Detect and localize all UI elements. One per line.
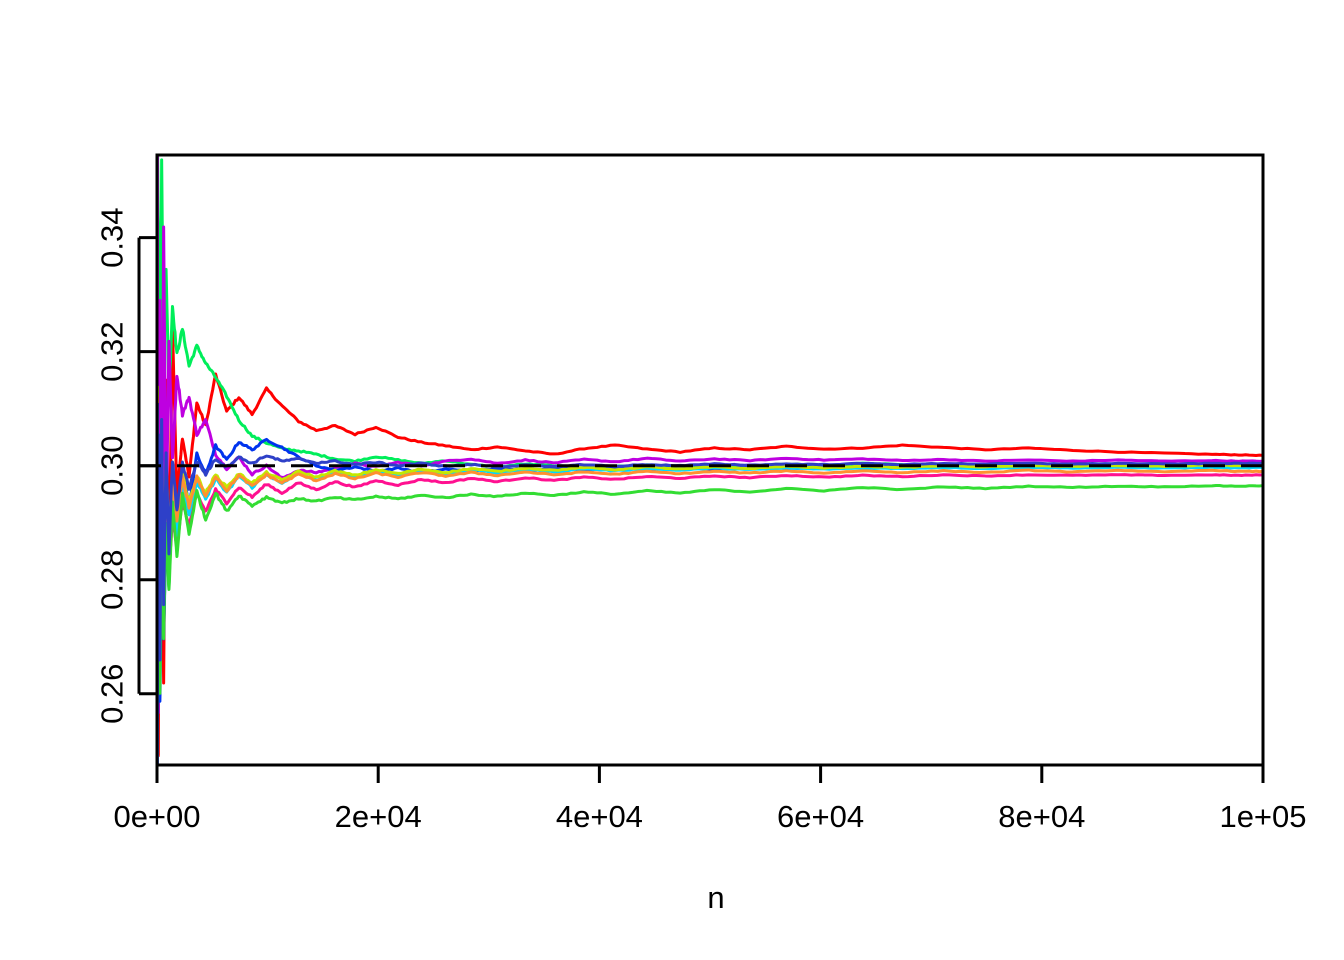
y-tick-label-2: 0.30 [95,436,130,496]
y-tick-label-3: 0.32 [95,322,130,382]
x-tick-label-5: 1e+05 [1219,799,1306,834]
x-axis-title: n [707,880,724,915]
x-tick-label-3: 6e+04 [777,799,864,834]
x-tick-label-0: 0e+00 [113,799,200,834]
y-tick-label-0: 0.26 [94,664,129,724]
series-line-run-01 [157,246,1263,758]
y-axis: 0.26 0.28 0.30 0.32 0.34 [94,207,157,724]
x-tick-label-4: 8e+04 [998,799,1085,834]
series-line-run-08 [157,458,1263,733]
y-tick-label-1: 0.28 [94,550,129,610]
series-line-run-09 [157,484,1263,755]
x-tick-label-1: 2e+04 [335,799,422,834]
y-tick-label-4: 0.34 [95,207,130,267]
x-axis: 0e+00 2e+04 4e+04 6e+04 8e+04 1e+05 [113,763,1307,834]
x-tick-label-2: 4e+04 [556,799,643,834]
